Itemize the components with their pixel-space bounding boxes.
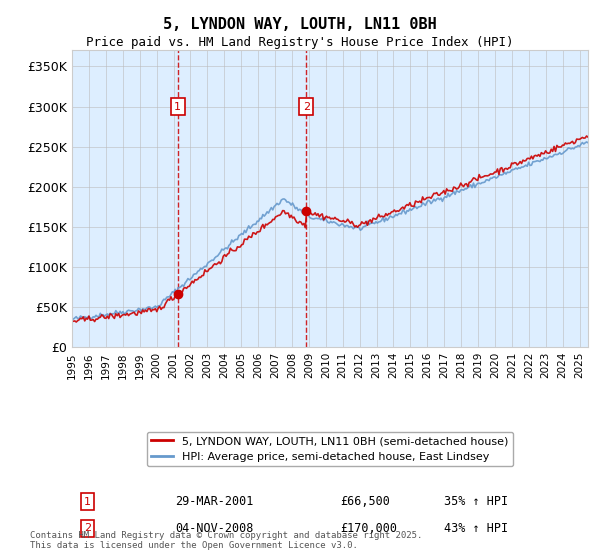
Legend: 5, LYNDON WAY, LOUTH, LN11 0BH (semi-detached house), HPI: Average price, semi-d: 5, LYNDON WAY, LOUTH, LN11 0BH (semi-det… [147, 432, 513, 466]
Text: 29-MAR-2001: 29-MAR-2001 [175, 495, 254, 508]
Text: 5, LYNDON WAY, LOUTH, LN11 0BH: 5, LYNDON WAY, LOUTH, LN11 0BH [163, 17, 437, 32]
Text: Contains HM Land Registry data © Crown copyright and database right 2025.
This d: Contains HM Land Registry data © Crown c… [30, 530, 422, 550]
Text: 04-NOV-2008: 04-NOV-2008 [175, 522, 254, 535]
Text: Price paid vs. HM Land Registry's House Price Index (HPI): Price paid vs. HM Land Registry's House … [86, 36, 514, 49]
Text: £170,000: £170,000 [340, 522, 397, 535]
Text: £66,500: £66,500 [340, 495, 390, 508]
Text: 35% ↑ HPI: 35% ↑ HPI [443, 495, 508, 508]
Text: 2: 2 [84, 523, 91, 533]
Text: 1: 1 [84, 497, 91, 507]
Text: 1: 1 [174, 101, 181, 111]
Text: 2: 2 [303, 101, 310, 111]
Text: 43% ↑ HPI: 43% ↑ HPI [443, 522, 508, 535]
